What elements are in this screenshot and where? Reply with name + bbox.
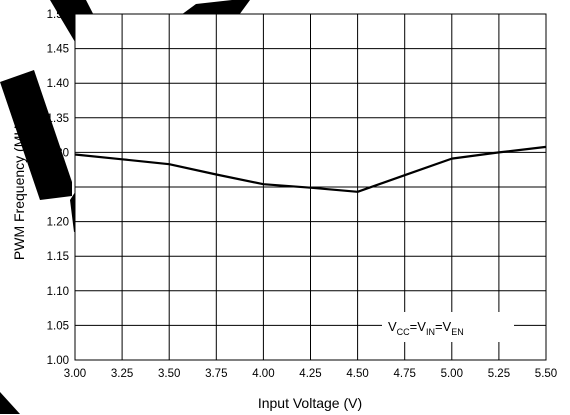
tick-labels: 3.00 3.25 3.50 3.75 4.00 4.25 4.50 4.75 5.00 5.25… (47, 9, 558, 380)
y-tick-label: 1.25 (47, 182, 69, 194)
x-tick-label: 4.25 (299, 368, 321, 380)
series-layer (74, 145, 547, 193)
x-tick-label: 4.75 (394, 368, 416, 380)
x-tick-label: 5.00 (441, 368, 463, 380)
x-tick-label: 3.50 (158, 368, 180, 380)
watermark-stroke-bottom (0, 392, 20, 414)
y-tick-label: 1.20 (47, 217, 69, 229)
y-tick-label: 1.00 (47, 355, 69, 367)
x-tick-label: 5.25 (488, 368, 510, 380)
x-tick-label: 4.50 (346, 368, 368, 380)
annotation-label: VCC=VIN=VEN (388, 319, 464, 337)
y-tick-label: 1.05 (47, 320, 69, 332)
x-tick-label: 5.50 (535, 368, 557, 380)
watermark-stroke-left-lower (0, 70, 72, 200)
annotation-background (382, 312, 514, 342)
y-tick-label: 1.30 (47, 147, 69, 159)
x-tick-label: 4.00 (252, 368, 274, 380)
x-tick-label: 3.75 (205, 368, 227, 380)
x-axis-label: Input Voltage (V) (258, 395, 362, 411)
annotation-box: VCC=VIN=VEN (382, 312, 514, 342)
grid (75, 14, 546, 360)
y-tick-label: 1.35 (47, 113, 69, 125)
y-axis-label: PWM Frequency (MHz) (11, 114, 27, 260)
x-tick-label: 3.25 (111, 368, 133, 380)
y-tick-label: 1.40 (47, 78, 69, 90)
y-tick-label: 1.10 (47, 286, 69, 298)
y-tick-label: 1.15 (47, 251, 69, 263)
y-tick-label: 1.45 (47, 44, 69, 56)
y-tick-label: 1.50 (47, 9, 69, 21)
plot-frame (74, 13, 547, 361)
series-line (74, 145, 547, 193)
x-tick-label: 3.00 (64, 368, 86, 380)
